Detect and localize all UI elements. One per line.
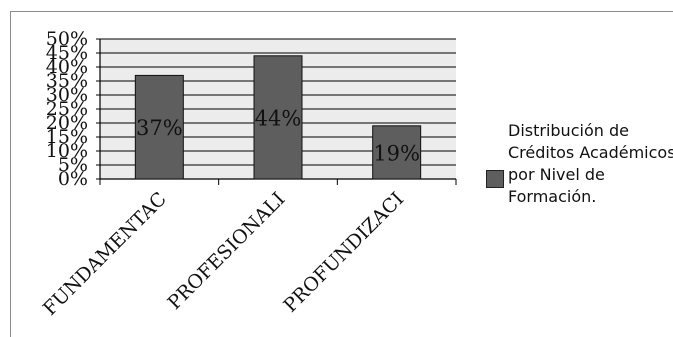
x-tick-label: PROFESIONALI bbox=[163, 188, 289, 314]
y-tick-label: 15% bbox=[46, 126, 88, 148]
data-label: 19% bbox=[373, 141, 420, 165]
legend-swatch bbox=[486, 170, 504, 188]
chart-frame-left bbox=[10, 11, 11, 337]
y-tick-label: 0% bbox=[58, 168, 88, 190]
y-tick-label: 35% bbox=[46, 70, 88, 92]
y-tick-label: 5% bbox=[58, 154, 88, 176]
bar bbox=[372, 125, 422, 180]
x-tick-label: PROFUNDIZACI bbox=[279, 188, 408, 317]
y-tick-label: 25% bbox=[46, 98, 88, 120]
y-tick-label: 50% bbox=[46, 28, 88, 50]
chart-frame-top bbox=[10, 11, 673, 12]
x-tick-label: FUNDAMENTAC bbox=[39, 188, 171, 320]
y-tick-label: 30% bbox=[46, 84, 88, 106]
data-label: 37% bbox=[136, 116, 183, 140]
y-tick-label: 10% bbox=[46, 140, 88, 162]
data-label: 44% bbox=[255, 106, 302, 130]
legend-label: Distribución de Créditos Académicos por … bbox=[508, 121, 673, 206]
y-tick-label: 45% bbox=[46, 42, 88, 64]
y-tick-label: 20% bbox=[46, 112, 88, 134]
y-tick-label: 40% bbox=[46, 56, 88, 78]
bar bbox=[134, 74, 184, 180]
bar bbox=[253, 55, 303, 180]
